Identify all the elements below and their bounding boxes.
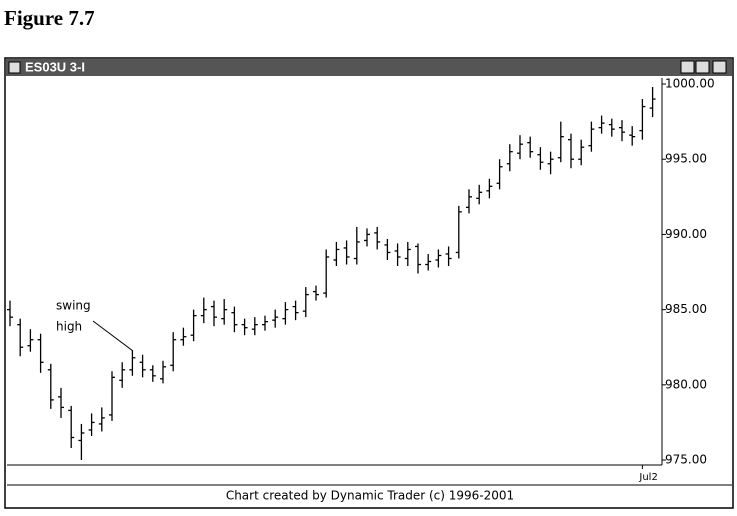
- y-tick-label: 995.00: [665, 152, 707, 166]
- annotation-pointer: [92, 320, 134, 352]
- window-title: ES03U 3-I: [25, 59, 85, 74]
- y-tick-label: 990.00: [665, 227, 707, 241]
- x-tick-label: Jul2: [638, 472, 657, 483]
- close-button[interactable]: [712, 60, 727, 74]
- annotation: swing: [56, 299, 91, 313]
- title-bar: [6, 59, 732, 76]
- y-tick-label: 985.00: [665, 302, 707, 316]
- y-tick-label: 1000.00: [665, 77, 715, 91]
- y-tick-label: 975.00: [665, 453, 707, 467]
- window: [4, 57, 734, 509]
- footer: Chart created by Dynamic Trader (c) 1996…: [226, 489, 514, 503]
- maximize-button[interactable]: [695, 60, 710, 74]
- figure-title: Figure 7.7: [4, 6, 95, 30]
- window-icon: [8, 61, 21, 74]
- y-tick-label: 980.00: [665, 377, 707, 391]
- minimize-button[interactable]: [680, 60, 695, 74]
- annotation: high: [56, 320, 82, 334]
